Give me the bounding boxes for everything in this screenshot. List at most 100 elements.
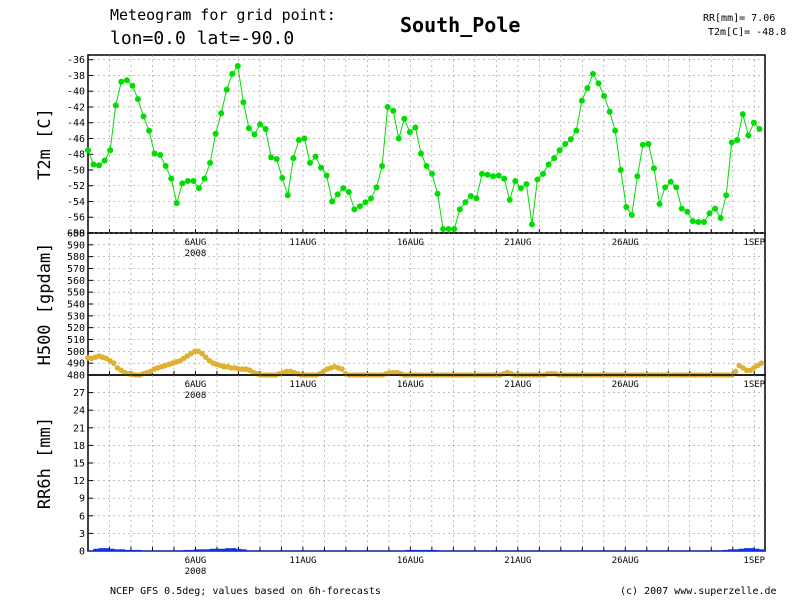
- rr6h-bar: [712, 550, 718, 552]
- t2m-point: [379, 163, 386, 170]
- t2m-point: [745, 132, 752, 139]
- rr6h-bar: [632, 550, 639, 552]
- rr6h-bar: [130, 549, 136, 552]
- rr6h-bar: [564, 550, 570, 552]
- rr6h-bar: [437, 550, 443, 552]
- t2m-point: [728, 139, 735, 146]
- t2m-point: [551, 155, 558, 162]
- t2m-point: [173, 200, 180, 207]
- y-tick-label: -48: [67, 150, 85, 161]
- t2m-point: [312, 153, 319, 160]
- t2m-point: [606, 108, 613, 115]
- y-tick-label: -58: [67, 229, 85, 240]
- rr6h-bar: [749, 548, 755, 552]
- rr6h-bar: [384, 550, 390, 552]
- rr6h-bar: [220, 548, 226, 552]
- rr6h-bar: [294, 550, 300, 552]
- t2m-point: [662, 184, 669, 191]
- rr6h-bar: [109, 548, 115, 552]
- t2m-point: [623, 204, 630, 211]
- rr6h-bar: [326, 550, 332, 552]
- y-tick-label: 560: [67, 276, 85, 287]
- t2m-point: [284, 192, 291, 199]
- t2m-point: [212, 130, 219, 137]
- t2m-point: [423, 163, 430, 170]
- rr6h-bar: [452, 550, 459, 552]
- t2m-point: [390, 107, 397, 114]
- y-tick-label: 24: [73, 406, 85, 417]
- t2m-point: [107, 147, 114, 154]
- rr6h-bar: [251, 550, 258, 552]
- t2m-point: [689, 218, 696, 225]
- t2m-point: [645, 141, 652, 147]
- y-tick-label: 590: [67, 240, 85, 251]
- y-tick-label: -52: [67, 181, 85, 192]
- t2m-point: [429, 170, 436, 177]
- t2m-point: [345, 189, 352, 196]
- t2m-point: [406, 129, 413, 136]
- rr6h-bar: [394, 550, 401, 552]
- y-tick-label: 500: [67, 347, 85, 358]
- rr6h-bar: [669, 550, 676, 552]
- x-tick-label: 26AUG: [612, 556, 639, 566]
- rr6h-bar: [627, 550, 633, 552]
- t2m-point: [240, 99, 247, 106]
- rr6h-bar: [167, 550, 173, 552]
- t2m-point: [523, 181, 530, 188]
- t2m-point: [368, 195, 375, 202]
- rr6h-bar: [114, 549, 120, 552]
- rr6h-bar: [685, 550, 691, 552]
- rr6h-bar: [738, 548, 744, 552]
- t2m-point: [484, 171, 491, 178]
- y-tick-label: 480: [67, 371, 85, 382]
- rr6h-bar: [278, 550, 284, 552]
- t2m-point: [101, 157, 108, 164]
- h500-point: [202, 354, 209, 361]
- t2m-point: [329, 198, 336, 205]
- y-tick-label: 520: [67, 323, 85, 334]
- t2m-point: [318, 164, 325, 171]
- rr6h-bar: [125, 549, 131, 552]
- x-tick-label: 1SEP: [743, 556, 765, 566]
- t2m-point: [578, 97, 585, 104]
- t2m-point: [323, 172, 330, 179]
- rr6h-bar: [701, 550, 707, 552]
- y-tick-label: 530: [67, 311, 85, 322]
- t2m-point: [362, 199, 369, 206]
- rr6h-bar: [648, 550, 654, 552]
- t2m-point: [517, 185, 524, 192]
- t2m-point: [273, 155, 280, 162]
- panels: -58 -56 -54 -52 -50 -48 -46 -44 -42 -40 -38 -36 6AUG…: [35, 54, 766, 577]
- t2m-point: [717, 215, 724, 222]
- rr6h-bar: [236, 548, 242, 552]
- t2m-point: [201, 175, 208, 182]
- rr6h-bar: [717, 550, 723, 552]
- rr6h-bar: [183, 549, 189, 552]
- rr6h-bar: [511, 550, 517, 552]
- t2m-point: [456, 206, 463, 213]
- rr6h-bar: [162, 550, 168, 552]
- t2m-point: [673, 184, 680, 191]
- t2m-point: [179, 180, 186, 187]
- rr6h-bar: [93, 548, 99, 552]
- t2m-point: [739, 111, 746, 118]
- rr6h-bar: [140, 550, 147, 552]
- t2m-point: [534, 176, 541, 183]
- t2m-point: [306, 159, 313, 166]
- panel-frame: [87, 54, 766, 234]
- t2m-point: [417, 150, 424, 157]
- t2m-point: [612, 127, 619, 134]
- rr6h-bar: [532, 550, 538, 552]
- t2m-point: [334, 191, 341, 198]
- rr6h-bar: [574, 550, 580, 552]
- t2m-point: [257, 121, 264, 128]
- rr6h-bar: [299, 550, 305, 552]
- rr6h-bar: [484, 550, 490, 552]
- t2m-point: [90, 161, 97, 168]
- rr6h-bar: [246, 550, 252, 552]
- t2m-point: [750, 119, 757, 126]
- t2m-point: [134, 96, 141, 103]
- rr6h-bar: [336, 550, 342, 552]
- y-tick-label: -46: [67, 134, 85, 145]
